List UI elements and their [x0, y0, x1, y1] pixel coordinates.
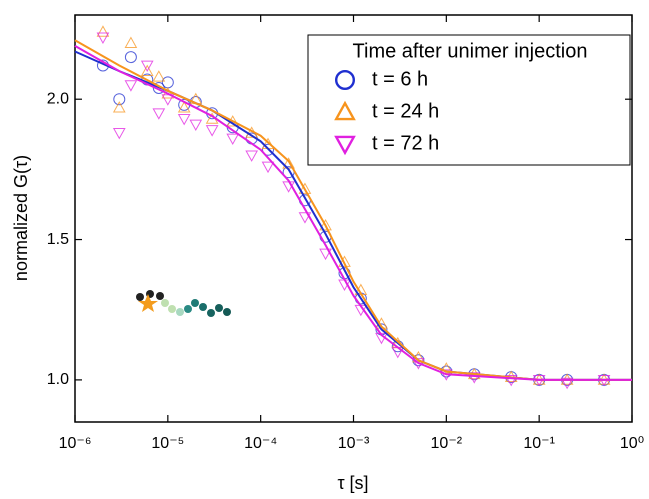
data-point [439, 362, 453, 374]
legend-marker [334, 100, 356, 121]
x-tick-label: 10⁻⁵ [151, 435, 184, 452]
legend-label: t = 72 h [372, 132, 439, 154]
data-point [262, 143, 275, 156]
data-point [140, 64, 154, 77]
data-point [504, 374, 518, 387]
legend-marker [335, 70, 356, 91]
data-point [152, 108, 166, 120]
data-point [298, 212, 312, 224]
data-point [124, 36, 138, 48]
data-point [412, 354, 425, 367]
x-tick-label: 10⁻⁴ [244, 435, 277, 452]
data-point [124, 80, 138, 92]
legend-marker [334, 135, 356, 156]
legend-label: t = 24 h [372, 100, 439, 122]
data-point [245, 150, 259, 162]
legend-title: Time after unimer injection [353, 40, 588, 62]
legend-box [307, 34, 631, 166]
fit-line [74, 45, 632, 381]
x-tick-label: 10⁰ [620, 435, 644, 452]
data-point [467, 372, 481, 384]
data-point [161, 76, 174, 89]
y-tick-label: 1.0 [47, 371, 69, 388]
data-point [338, 255, 351, 267]
data-point [391, 346, 405, 359]
x-axis-title: τ [s] [337, 473, 368, 493]
fit-line [74, 39, 632, 381]
x-tick-label: 10⁻⁶ [59, 435, 92, 452]
data-point [112, 127, 126, 140]
x-tick-label: 10⁻¹ [523, 435, 555, 452]
data-point [140, 60, 154, 73]
data-point [205, 125, 219, 137]
data-point [319, 248, 332, 261]
y-tick-label: 2.0 [47, 90, 69, 107]
x-tick-label: 10⁻² [431, 435, 463, 452]
data-point [124, 51, 137, 64]
data-point [112, 101, 126, 113]
data-point [177, 113, 191, 126]
y-tick-label: 1.5 [47, 231, 69, 248]
x-tick-label: 10⁻³ [338, 435, 370, 452]
data-point [261, 161, 275, 174]
data-point [161, 94, 175, 106]
data-point [113, 93, 126, 106]
data-point [560, 377, 574, 390]
y-axis-title: normalized G(τ) [11, 155, 31, 281]
data-point [152, 70, 166, 82]
molecule-icon [136, 290, 231, 317]
data-point [177, 101, 191, 113]
data-point [319, 218, 332, 231]
legend-label: t = 6 h [372, 68, 428, 90]
data-point [298, 182, 312, 194]
data-point [189, 119, 203, 131]
data-point [96, 25, 110, 37]
data-point [226, 133, 240, 146]
data-point [96, 32, 110, 44]
